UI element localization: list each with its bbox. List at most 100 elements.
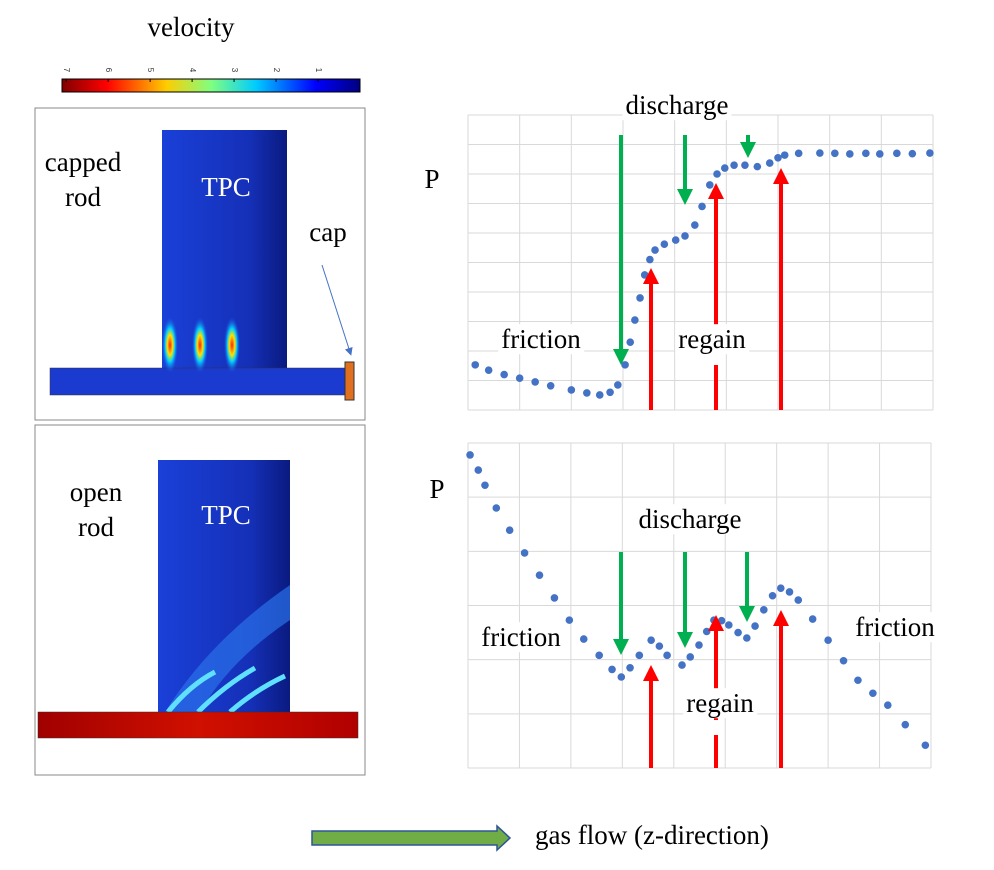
arrow-head [643,268,659,284]
data-point [583,389,591,397]
data-point [640,271,649,279]
data-point [883,701,892,709]
colorbar-tick-label: 7 [62,68,71,73]
arrow-head [773,168,789,184]
data-point [831,149,839,158]
tpc-label: TPC [201,172,251,202]
annotation: friction [481,622,561,652]
annotation-bg [498,324,585,355]
colorbar-tick-label: 4 [188,68,197,73]
data-point [515,374,524,382]
data-point [621,361,629,369]
panel-label: rod [78,512,114,542]
data-point [579,635,588,643]
data-point [908,149,917,158]
data-point [550,594,559,602]
arrow-head [677,189,693,205]
data-point [567,386,576,394]
data-point [713,170,721,178]
annotation-bg [478,622,565,653]
data-point [921,741,930,750]
data-point [646,255,654,264]
data-point [466,451,474,459]
data-point [776,584,785,592]
data-point [901,720,910,729]
colorbar-tick-label: 6 [104,68,113,73]
capped-panel [34,107,366,421]
colorbar-tick-label: 1 [314,68,323,73]
data-point [869,689,877,698]
arrow-head [740,142,756,158]
annotation-bg [683,688,758,719]
data-point [505,526,514,535]
data-point [471,361,480,369]
data-point [678,661,686,669]
data-point [816,149,824,157]
data-point [663,651,671,660]
data-point [854,676,862,685]
data-point [774,153,782,162]
data-point [730,161,738,169]
data-point [926,149,934,157]
data-point [626,338,635,346]
data-point [751,622,759,630]
annotation: discharge [626,90,729,120]
data-point [535,571,544,579]
data-point [720,164,729,172]
data-point [617,673,626,681]
data-point [606,388,614,397]
arrow-head [643,665,659,681]
data-point [734,628,742,637]
data-point [893,149,901,158]
data-point [741,161,749,169]
colorbar [61,78,361,93]
panel-label: capped [45,147,122,177]
colorbar-tick-label: 5 [146,68,155,73]
open-panel [34,424,366,776]
data-point [743,634,751,642]
arrow-head [677,632,693,648]
data-point [725,621,733,629]
annotation-bg [852,612,939,643]
arrow-head [773,610,789,626]
data-point [768,591,777,600]
data-point [753,162,762,171]
data-point [660,240,669,249]
arrow-head [613,349,629,365]
annotation-bg [622,90,732,121]
data-point [565,616,574,624]
y-axis-label: P [424,164,439,194]
data-point [614,381,622,389]
flow-arrow [311,824,512,852]
annotation: friction [501,324,581,354]
annotation: regain [686,688,754,718]
data-point [875,150,884,158]
data-point [706,181,714,189]
data-point [474,466,483,474]
arrow-head [739,606,755,622]
data-point [691,221,699,229]
data-point [862,149,870,158]
data-point [531,378,539,386]
annotation-bg [635,504,745,535]
footer-label: gas flow (z-direction) [535,820,769,850]
data-point [702,627,711,636]
cap-label: cap [309,217,346,247]
data-point [651,246,659,254]
colorbar-title: velocity [148,12,235,42]
colorbar-tick-label: 3 [230,68,239,73]
arrow-head [613,639,629,655]
data-point [698,202,706,211]
panel-label: rod [65,182,101,212]
data-point [520,549,529,557]
data-point [785,588,794,596]
data-point [695,641,703,649]
data-point [631,316,639,324]
data-point [671,236,680,244]
arrow-head [708,183,724,199]
y-axis-label: P [429,474,444,504]
data-point [635,651,644,660]
data-point [626,663,634,672]
data-point [808,615,817,623]
colorbar-tick-label: 2 [272,68,281,73]
